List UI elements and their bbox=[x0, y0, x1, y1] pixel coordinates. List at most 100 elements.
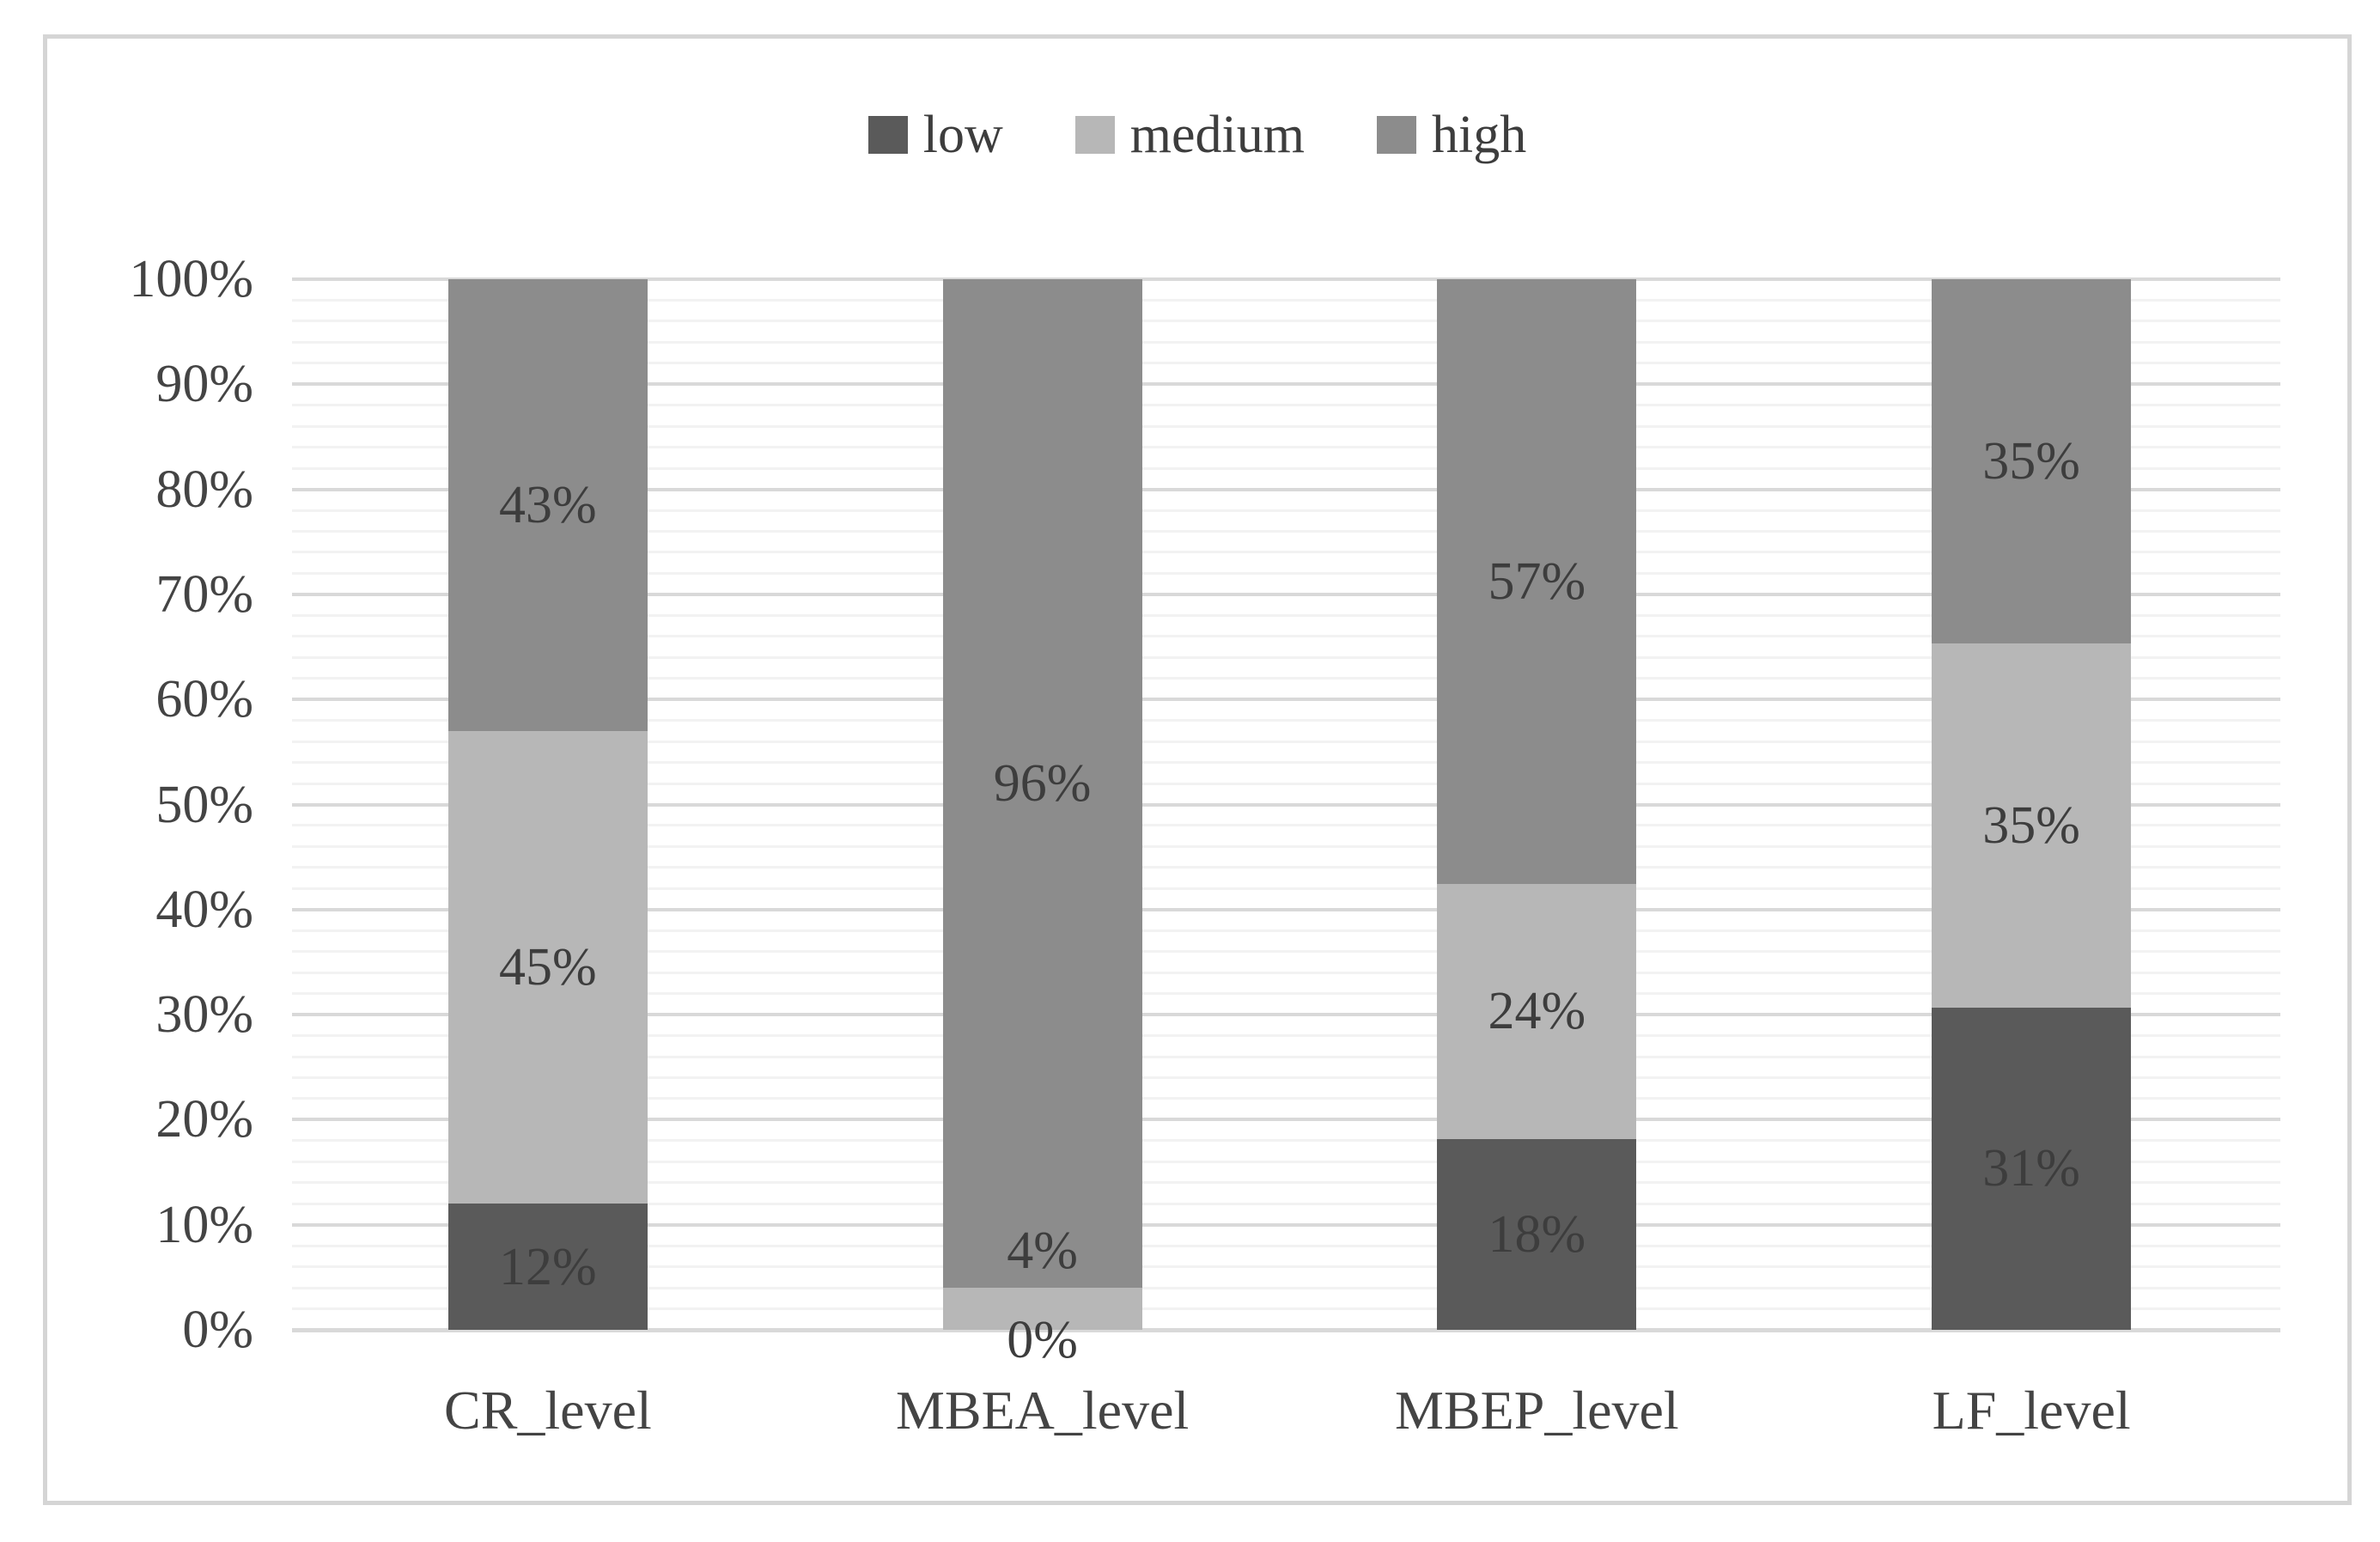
legend-swatch-low bbox=[867, 116, 908, 154]
data-label: 35% bbox=[1982, 431, 2080, 491]
gridline-major bbox=[292, 382, 2280, 387]
x-axis-category-label: MBEP_level bbox=[1395, 1380, 1679, 1441]
gridline-major bbox=[292, 907, 2280, 911]
gridline-minor bbox=[292, 971, 2280, 974]
gridline-minor bbox=[292, 530, 2280, 533]
gridline-minor bbox=[292, 1076, 2280, 1079]
bar-segment-medium bbox=[1437, 884, 1637, 1139]
bar-segment-low bbox=[447, 1204, 648, 1330]
bar-segment-medium bbox=[942, 1288, 1142, 1330]
data-label: 24% bbox=[1488, 982, 1586, 1041]
gridline-minor bbox=[292, 782, 2280, 785]
legend-swatch-medium bbox=[1074, 116, 1115, 154]
gridline-minor bbox=[292, 1097, 2280, 1100]
data-label: 18% bbox=[1488, 1204, 1586, 1264]
bar-segment-high bbox=[1932, 279, 2132, 643]
gridline-minor bbox=[292, 1055, 2280, 1058]
gridline-minor bbox=[292, 571, 2280, 575]
bar-segment-medium bbox=[1932, 643, 2132, 1008]
gridline-minor bbox=[292, 950, 2280, 954]
gridline-minor bbox=[292, 404, 2280, 407]
chart-frame: low medium high 0% 10% 20% 30% 40% 50% 60% 70% 80%… bbox=[43, 34, 2352, 1505]
gridline-minor bbox=[292, 446, 2280, 449]
data-label: 45% bbox=[499, 938, 597, 997]
gridline-major bbox=[292, 592, 2280, 596]
gridline-minor bbox=[292, 1265, 2280, 1269]
legend-swatch-high bbox=[1376, 116, 1416, 154]
gridline-minor bbox=[292, 992, 2280, 996]
y-axis-tick-label: 100% bbox=[129, 250, 253, 308]
bar-segment-medium bbox=[447, 730, 648, 1204]
gridline-minor bbox=[292, 340, 2280, 344]
gridline-minor bbox=[292, 1307, 2280, 1311]
gridline-minor bbox=[292, 509, 2280, 512]
gridline-major bbox=[292, 698, 2280, 702]
x-axis-category-label: MBEA_level bbox=[895, 1380, 1190, 1441]
gridline-minor bbox=[292, 866, 2280, 869]
y-axis-tick-label: 20% bbox=[155, 1090, 253, 1149]
y-axis-tick-label: 80% bbox=[155, 460, 253, 519]
gridline-minor bbox=[292, 887, 2280, 890]
gridline-minor bbox=[292, 844, 2280, 848]
y-axis-tick-label: 30% bbox=[155, 985, 253, 1045]
bar-segment-low bbox=[1932, 1007, 2132, 1330]
gridline-minor bbox=[292, 298, 2280, 302]
data-label: 4% bbox=[1007, 1222, 1078, 1281]
gridline-minor bbox=[292, 613, 2280, 617]
gridline-major bbox=[292, 802, 2280, 807]
gridline-minor bbox=[292, 1286, 2280, 1289]
legend-item-low: low bbox=[867, 106, 1003, 164]
gridline-major bbox=[292, 1013, 2280, 1017]
gridline-minor bbox=[292, 362, 2280, 365]
legend-item-medium: medium bbox=[1074, 106, 1305, 164]
gridline-minor bbox=[292, 1160, 2280, 1163]
bar-segment-high bbox=[1437, 279, 1637, 885]
gridline-minor bbox=[292, 551, 2280, 554]
gridline-minor bbox=[292, 466, 2280, 470]
gridline-minor bbox=[292, 1139, 2280, 1143]
bar-segment-low bbox=[1437, 1138, 1637, 1330]
y-axis-tick-label: 60% bbox=[155, 670, 253, 729]
data-label: 12% bbox=[499, 1237, 597, 1296]
legend-item-high: high bbox=[1376, 106, 1527, 164]
gridline-minor bbox=[292, 824, 2280, 827]
legend-label: low bbox=[922, 106, 1003, 164]
gridline-minor bbox=[292, 1034, 2280, 1038]
gridline-minor bbox=[292, 1244, 2280, 1247]
bar-segment-high bbox=[447, 279, 648, 731]
gridline-minor bbox=[292, 424, 2280, 428]
y-axis-tick-label: 50% bbox=[155, 775, 253, 834]
gridline-minor bbox=[292, 320, 2280, 323]
x-axis-category-label: LF_level bbox=[1932, 1380, 2131, 1441]
gridline-minor bbox=[292, 740, 2280, 743]
y-axis-tick-label: 90% bbox=[155, 355, 253, 414]
gridline-minor bbox=[292, 719, 2280, 722]
data-label: 57% bbox=[1488, 552, 1586, 612]
y-axis-tick-label: 70% bbox=[155, 564, 253, 624]
gridline-major bbox=[292, 277, 2280, 281]
gridline-minor bbox=[292, 677, 2280, 680]
gridline-minor bbox=[292, 655, 2280, 659]
y-axis-tick-label: 10% bbox=[155, 1195, 253, 1254]
gridline-major bbox=[292, 1327, 2280, 1332]
bar-segment-high bbox=[942, 279, 1142, 1289]
data-label: 35% bbox=[1982, 795, 2080, 855]
gridline-major bbox=[292, 487, 2280, 491]
y-axis-tick-label: 0% bbox=[182, 1301, 253, 1359]
data-label: 96% bbox=[993, 754, 1092, 814]
legend-label: high bbox=[1431, 106, 1527, 164]
chart-legend: low medium high bbox=[47, 92, 2347, 178]
gridline-minor bbox=[292, 1202, 2280, 1205]
x-axis-category-label: CR_level bbox=[444, 1380, 652, 1441]
gridline-minor bbox=[292, 635, 2280, 638]
gridline-major bbox=[292, 1118, 2280, 1122]
gridline-major bbox=[292, 1222, 2280, 1227]
legend-label: medium bbox=[1129, 106, 1305, 164]
data-label: 31% bbox=[1982, 1139, 2080, 1198]
gridline-minor bbox=[292, 761, 2280, 765]
gridline-minor bbox=[292, 1181, 2280, 1185]
y-axis-tick-label: 40% bbox=[155, 880, 253, 939]
gridline-minor bbox=[292, 929, 2280, 932]
data-label: 0% bbox=[1007, 1311, 1078, 1370]
